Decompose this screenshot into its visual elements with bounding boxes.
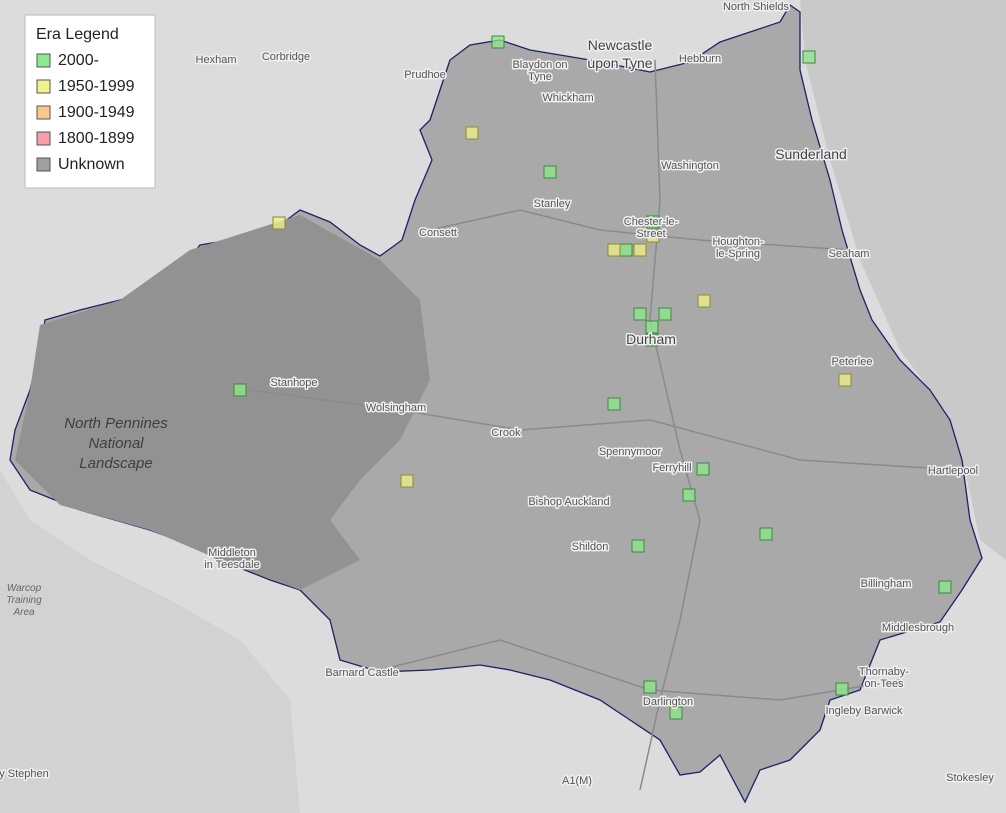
site-marker xyxy=(682,488,696,502)
site-marker xyxy=(643,680,657,694)
legend-label: 1950-1999 xyxy=(58,78,135,95)
site-marker xyxy=(802,50,816,64)
site-marker xyxy=(233,383,247,397)
legend-label: 1800-1899 xyxy=(58,130,135,147)
site-marker xyxy=(272,216,286,230)
place-label: Middlesbrough xyxy=(882,622,954,634)
site-marker xyxy=(658,307,672,321)
place-label: Wolsingham xyxy=(366,402,426,414)
place-label: Durham xyxy=(626,331,676,347)
site-marker xyxy=(619,243,633,257)
road xyxy=(429,209,851,251)
place-label: Street xyxy=(636,228,665,240)
legend: Era Legend 2000- 1950-1999 1900-1949 1800-1… xyxy=(24,14,156,189)
site-marker xyxy=(696,462,710,476)
place-label: North Pennines xyxy=(64,415,168,432)
place-label: Prudhoe xyxy=(404,69,446,81)
legend-swatch xyxy=(36,131,51,146)
place-label: Seaham xyxy=(829,248,870,260)
site-marker xyxy=(938,580,952,594)
place-label: upon Tyne xyxy=(587,55,652,71)
place-label: Crook xyxy=(491,427,521,439)
place-label: Darlington xyxy=(643,696,693,708)
site-marker xyxy=(759,527,773,541)
place-label: Area xyxy=(12,607,35,618)
terrain xyxy=(0,470,300,813)
site-marker xyxy=(697,294,711,308)
site-marker xyxy=(646,215,660,229)
site-marker xyxy=(835,682,849,696)
site-marker xyxy=(631,539,645,553)
place-label: A1(M) xyxy=(562,775,592,787)
place-label: North Shields xyxy=(723,1,790,13)
site-marker xyxy=(646,229,660,243)
site-marker xyxy=(607,243,621,257)
site-marker xyxy=(543,165,557,179)
site-marker xyxy=(669,706,683,720)
legend-swatch xyxy=(36,157,51,172)
place-label: Landscape xyxy=(79,455,152,472)
place-label: Training xyxy=(6,595,42,606)
place-label: Ferryhill xyxy=(652,462,691,474)
site-marker xyxy=(645,320,659,334)
legend-title: Era Legend xyxy=(36,26,119,43)
place-label: Corbridge xyxy=(262,51,310,63)
place-label: Blaydon on xyxy=(512,59,567,71)
place-label: Chester-le- xyxy=(624,216,679,228)
place-label: Hartlepool xyxy=(928,465,978,477)
site-marker xyxy=(633,243,647,257)
place-label: Middleton xyxy=(208,547,256,559)
site-marker xyxy=(491,35,505,49)
place-label: y Stephen xyxy=(0,768,49,780)
place-label: Washington xyxy=(661,160,719,172)
legend-label: 1900-1949 xyxy=(58,104,135,121)
place-label: Sunderland xyxy=(775,146,847,162)
site-marker xyxy=(607,397,621,411)
sea xyxy=(800,0,1006,560)
place-label: National xyxy=(88,435,144,452)
place-label: Thornaby- xyxy=(859,666,909,678)
place-label: Tyne xyxy=(528,71,552,83)
legend-swatch xyxy=(36,79,51,94)
site-marker xyxy=(633,307,647,321)
legend-label: 2000- xyxy=(58,52,99,69)
road xyxy=(249,389,961,471)
legend-label: Unknown xyxy=(58,156,125,173)
place-label: Stokesley xyxy=(946,772,994,784)
site-marker xyxy=(645,333,659,347)
place-label: Houghton- xyxy=(712,236,764,248)
place-label: Stanhope xyxy=(270,377,317,389)
place-labels: North Shields Hexham Corbridge Prudhoe Blayd… xyxy=(0,0,996,789)
place-label: Spennymoor xyxy=(599,446,662,458)
markers xyxy=(233,35,952,720)
place-label: in Teesdale xyxy=(204,559,259,571)
place-label: Consett xyxy=(419,227,457,239)
national-landscape xyxy=(15,215,430,590)
place-label: Whickham xyxy=(542,92,593,104)
place-label: Barnard Castle xyxy=(325,667,398,679)
place-label: on-Tees xyxy=(864,678,904,690)
site-marker xyxy=(838,373,852,387)
place-label: Warcop xyxy=(7,583,42,594)
site-marker xyxy=(465,126,479,140)
place-label: Shildon xyxy=(572,541,609,553)
place-label: le-Spring xyxy=(716,248,760,260)
place-label: Newcastle xyxy=(588,37,653,53)
legend-swatch xyxy=(36,53,51,68)
place-label: Ingleby Barwick xyxy=(825,705,903,717)
place-label: Billingham xyxy=(861,578,912,590)
place-label: Peterlee xyxy=(832,356,873,368)
place-label: Hexham xyxy=(196,54,237,66)
place-label: Bishop Auckland xyxy=(528,496,609,508)
site-marker xyxy=(400,474,414,488)
place-label: Stanley xyxy=(534,198,571,210)
legend-swatch xyxy=(36,105,51,120)
place-label: Hebburn xyxy=(679,53,721,65)
